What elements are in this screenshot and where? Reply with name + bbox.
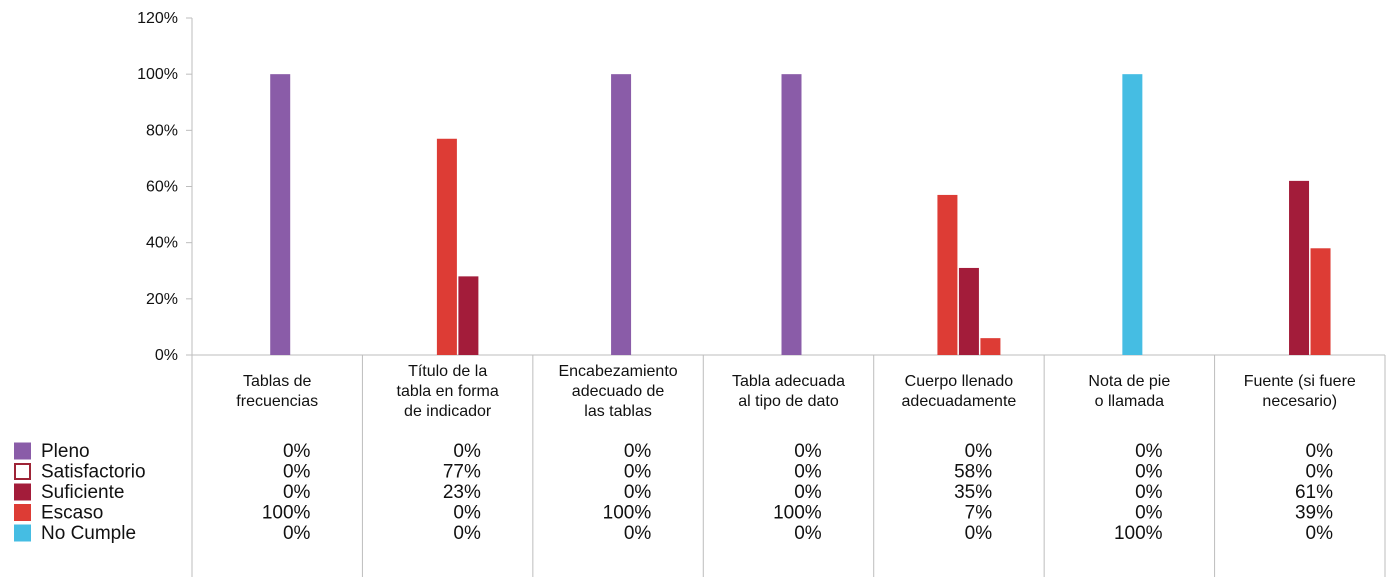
table-cell: 0% (624, 482, 652, 503)
table-cell: 100% (1114, 523, 1163, 544)
table-cell: 0% (283, 462, 311, 483)
table-cell: 39% (1295, 503, 1333, 524)
y-tick-label: 80% (146, 122, 178, 139)
table-cell: 0% (453, 503, 481, 524)
table-cell: 0% (1135, 482, 1163, 503)
bar (1122, 74, 1143, 356)
legend-label: Escaso (41, 503, 103, 524)
table-cell: 35% (954, 482, 992, 503)
legend-swatch (14, 524, 31, 542)
category-label: adecuado de (572, 383, 665, 400)
bar (611, 74, 632, 356)
category-label: Fuente (si fuere (1244, 373, 1356, 390)
table-cell: 100% (603, 503, 652, 524)
bar (458, 276, 479, 355)
table-cell: 0% (283, 482, 311, 503)
table-cell: 100% (773, 503, 822, 524)
y-tick-label: 120% (137, 10, 178, 27)
legend-label: Suficiente (41, 482, 124, 503)
table-cell: 0% (624, 523, 652, 544)
category-label: Encabezamiento (558, 363, 677, 380)
category-label: Título de la (408, 363, 487, 380)
table-cell: 0% (624, 441, 652, 462)
table-cell: 0% (794, 482, 822, 503)
y-tick-label: 0% (155, 347, 178, 364)
table-cell: 0% (965, 441, 993, 462)
table-cell: 0% (1135, 441, 1163, 462)
table-cell: 0% (794, 441, 822, 462)
legend-swatch (14, 442, 31, 460)
category-label: adecuadamente (902, 393, 1017, 410)
table-cell: 0% (1135, 462, 1163, 483)
category-label: tabla en forma (397, 383, 499, 400)
bar (1289, 180, 1310, 355)
table-cell: 0% (624, 462, 652, 483)
category-label: Tabla adecuada (732, 373, 845, 390)
table-cell: 0% (1306, 462, 1334, 483)
table-cell: 0% (283, 523, 311, 544)
legend-label: Satisfactorio (41, 462, 146, 483)
bar (958, 267, 979, 355)
legend-swatch (14, 463, 31, 480)
table-cell: 0% (794, 523, 822, 544)
legend-swatch (14, 483, 31, 501)
table-cell: 0% (965, 523, 993, 544)
table-cell: 61% (1295, 482, 1333, 503)
legend-label: No Cumple (41, 523, 136, 544)
y-tick-label: 20% (146, 291, 178, 308)
category-label: de indicador (404, 403, 492, 420)
table-cell: 23% (443, 482, 481, 503)
table-cell: 7% (965, 503, 993, 524)
table-cell: 0% (453, 523, 481, 544)
table-cell: 0% (283, 441, 311, 462)
legend-swatch (14, 504, 31, 521)
table-cell: 0% (1306, 523, 1334, 544)
category-label: o llamada (1095, 393, 1164, 410)
category-label: frecuencias (236, 393, 318, 410)
table-cell: 0% (1135, 503, 1163, 524)
table-cell: 100% (262, 503, 311, 524)
bar (937, 194, 958, 355)
table-cell: 0% (1306, 441, 1334, 462)
y-tick-label: 40% (146, 235, 178, 252)
y-tick-label: 60% (146, 179, 178, 196)
bar (781, 74, 802, 356)
category-label: las tablas (584, 403, 652, 420)
bar (436, 138, 457, 355)
category-label: Nota de pie (1088, 373, 1170, 390)
bar (1310, 248, 1331, 355)
y-tick-label: 100% (137, 66, 178, 83)
category-label: Cuerpo llenado (905, 373, 1014, 390)
bar (980, 338, 1001, 355)
category-label: al tipo de dato (738, 393, 839, 410)
table-cell: 0% (794, 462, 822, 483)
category-label: Tablas de (243, 373, 312, 390)
category-label: necesario) (1262, 393, 1337, 410)
table-cell: 0% (453, 441, 481, 462)
bar (270, 74, 291, 356)
table-cell: 58% (954, 462, 992, 483)
table-cell: 77% (443, 462, 481, 483)
legend-label: Pleno (41, 441, 90, 462)
